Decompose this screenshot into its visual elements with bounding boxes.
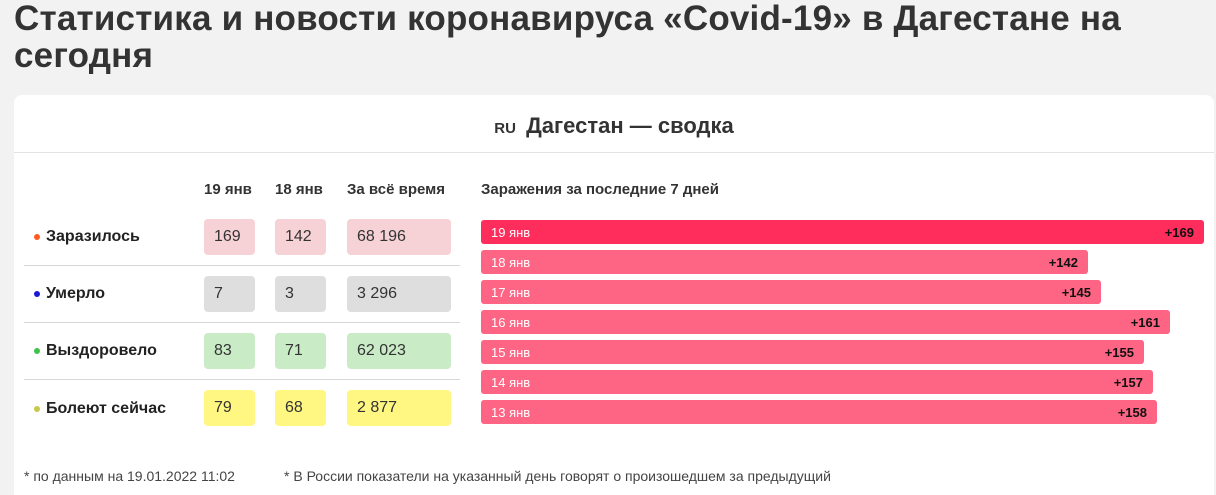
bar-date-label: 16 янв — [491, 314, 531, 330]
bar-date-label: 17 янв — [491, 284, 531, 300]
chart-bar: 19 янв +169 — [481, 220, 1204, 244]
row-label-text: Заразилось — [46, 228, 140, 245]
stats-value-cell: 79 — [204, 390, 255, 426]
russia-footnote: * В России показатели на указанный день … — [284, 468, 831, 484]
chart-bar: 15 янв +155 — [481, 340, 1144, 364]
stats-value-cell: 68 196 — [347, 219, 451, 255]
column-header-today: 19 янв — [204, 181, 252, 198]
stats-row-label: Заразилось — [24, 209, 460, 266]
bar-date-label: 19 янв — [491, 224, 531, 240]
flag-icon: RU — [494, 120, 516, 137]
summary-card: RU Дагестан — сводка 19 янв 18 янв За вс… — [14, 95, 1214, 495]
summary-header: RU Дагестан — сводка — [14, 95, 1214, 153]
stats-row-label: Умерло — [24, 266, 460, 323]
summary-heading: Дагестан — сводка — [526, 113, 734, 138]
status-dot-icon — [34, 405, 40, 412]
bar-date-label: 15 янв — [491, 344, 531, 360]
bar-date-label: 13 янв — [491, 404, 531, 420]
chart-bar: 14 янв +157 — [481, 370, 1153, 394]
chart-title: Заражения за последние 7 дней — [481, 181, 720, 198]
bar-value-label: +158 — [1117, 404, 1147, 420]
chart-bar: 13 янв +158 — [481, 400, 1157, 424]
stats-value-cell: 83 — [204, 333, 255, 369]
stats-value-cell: 68 — [275, 390, 326, 426]
bar-value-label: +145 — [1061, 284, 1091, 300]
stats-value-cell: 2 877 — [347, 390, 451, 426]
stats-row-label: Выздоровело — [24, 323, 460, 380]
stats-value-cell: 62 023 — [347, 333, 451, 369]
chart-bar: 17 янв +145 — [481, 280, 1101, 304]
bar-value-label: +157 — [1113, 374, 1143, 390]
row-label-text: Болеют сейчас — [46, 399, 166, 417]
row-label-text: Выздоровело — [46, 342, 157, 359]
status-dot-icon — [34, 348, 40, 354]
stats-value-cell: 71 — [275, 333, 326, 369]
bar-value-label: +155 — [1104, 344, 1134, 360]
stats-value-cell: 169 — [204, 219, 255, 255]
status-dot-icon — [34, 291, 40, 297]
stats-row-label: Болеют сейчас — [24, 380, 460, 437]
bar-date-label: 14 янв — [491, 374, 531, 390]
column-header-total: За всё время — [347, 181, 445, 198]
bar-date-label: 18 янв — [491, 254, 531, 270]
column-header-yesterday: 18 янв — [275, 181, 323, 198]
bar-value-label: +142 — [1048, 254, 1078, 270]
stats-value-cell: 3 296 — [347, 276, 451, 312]
row-label-text: Умерло — [46, 285, 105, 302]
status-dot-icon — [34, 234, 40, 240]
bar-value-label: +161 — [1130, 314, 1160, 330]
stats-value-cell: 7 — [204, 276, 255, 312]
stats-value-cell: 142 — [275, 219, 326, 255]
stats-value-cell: 3 — [275, 276, 326, 312]
chart-bar: 16 янв +161 — [481, 310, 1170, 334]
chart-bar: 18 янв +142 — [481, 250, 1088, 274]
bar-value-label: +169 — [1164, 224, 1194, 240]
date-footnote: * по данным на 19.01.2022 11:02 — [24, 468, 235, 484]
page-title: Статистика и новости коронавируса «Covid… — [14, 0, 1121, 75]
